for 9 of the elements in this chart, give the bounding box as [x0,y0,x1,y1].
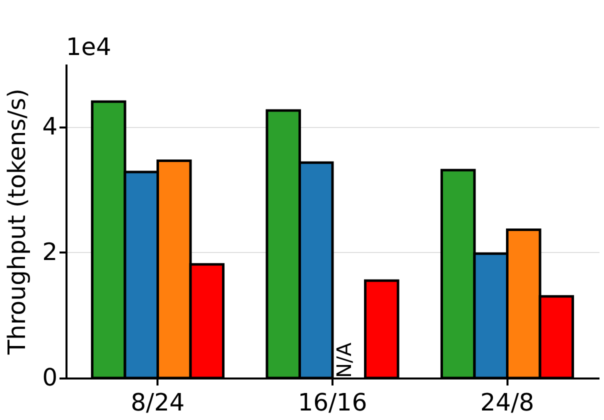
x-tick-label: 24/8 [480,388,534,416]
annotation: N/A [332,342,356,378]
x-tick-label: 8/24 [130,388,185,416]
text: 1e4 [66,33,112,61]
x-tick-label: 16/16 [298,388,368,416]
y-tick-label: 0 [42,364,58,392]
y-tick-label: 4 [42,112,58,140]
y-axis-title: Throughput (tokens/s) [3,88,32,356]
y-tick-label: 2 [42,238,58,266]
